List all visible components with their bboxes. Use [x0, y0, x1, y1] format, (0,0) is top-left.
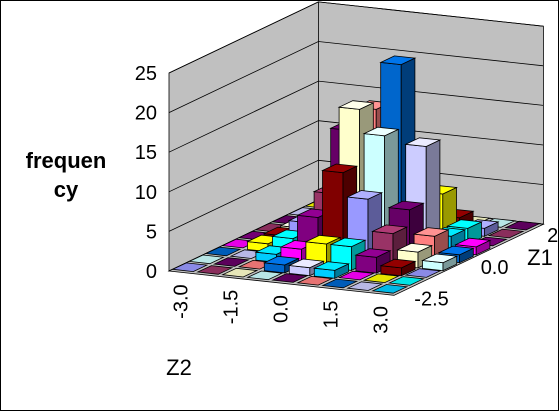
bar [312, 261, 350, 279]
bar-floor-tile [387, 276, 425, 286]
chart-tick-labels: 0 5 10 15 20 25 -3.0 -1.5 0.0 1.5 3.0 -2.5 0.0 2.5 [135, 63, 558, 334]
bar-floor-tile [196, 265, 234, 275]
bar-floor-tile [321, 278, 359, 289]
bar [271, 273, 309, 283]
bar-top-face [437, 245, 475, 256]
bar-floor-tile [271, 273, 309, 283]
z2-tick-label: -3.0 [171, 284, 193, 318]
bar-floor-tile [296, 275, 334, 286]
bar-floor-tile [337, 270, 375, 281]
z2-tick-label: 3.0 [371, 306, 393, 334]
z1-tick-label: 0.0 [481, 257, 509, 279]
z-tick-label: 10 [135, 182, 157, 204]
bar-top-face [371, 224, 409, 235]
bar-front-face [355, 254, 377, 274]
bar-top-face [287, 258, 325, 269]
bar [246, 270, 284, 281]
bar-floor-tile [187, 254, 225, 265]
bar-floor-tile [204, 246, 242, 257]
bar [321, 278, 359, 289]
z-axis-title-line-2: cy [54, 177, 79, 202]
bar-floor-tile [346, 281, 384, 291]
bar-floor-tile [487, 228, 525, 239]
z2-tick-label: 1.5 [321, 301, 343, 329]
bar [204, 246, 242, 257]
bar [362, 273, 400, 284]
chart-bars [171, 55, 542, 294]
bar-top-face [412, 227, 450, 237]
x-axis-title: Z2 [166, 355, 192, 380]
bar [404, 268, 442, 278]
bar-floor-tile [362, 273, 400, 284]
z2-tick-label: -1.5 [221, 290, 243, 324]
bar-top-face [337, 100, 375, 110]
bar [187, 254, 225, 265]
bar-top-face [379, 258, 417, 269]
bar [421, 253, 459, 272]
bar-floor-tile [221, 267, 259, 278]
z-tick-label: 0 [146, 261, 157, 283]
bar-floor-tile [212, 257, 250, 267]
bar-top-face [404, 137, 442, 147]
gridline [168, 41, 544, 113]
bar [504, 220, 542, 231]
bar [196, 265, 234, 275]
bar-top-face [321, 163, 359, 174]
bar-top-face [354, 248, 392, 258]
z1-tick-label: -2.5 [414, 288, 448, 310]
bar [296, 275, 334, 286]
z-tick-label: 5 [146, 221, 157, 243]
bar [221, 267, 259, 278]
gridline [168, 80, 544, 153]
bar-top-face [346, 190, 384, 200]
z1-tick-label: 2.5 [547, 225, 558, 247]
bar [346, 281, 384, 291]
gridline [168, 120, 544, 193]
bar-top-face [304, 234, 342, 245]
bar-top-face [445, 219, 483, 229]
bar [379, 258, 417, 277]
bar-floor-tile [371, 284, 409, 294]
z-tick-label: 25 [135, 63, 157, 85]
bar-top-face [396, 242, 434, 253]
bar-top-face [329, 237, 367, 248]
bar [371, 284, 409, 294]
bar [387, 276, 425, 286]
bar-top-face [421, 253, 459, 264]
z-tick-label: 20 [135, 103, 157, 125]
bar-top-face [262, 255, 300, 266]
bar [337, 270, 375, 281]
bar-floor-tile [504, 220, 542, 231]
bar-floor-tile [404, 268, 442, 278]
bar-floor-tile [246, 270, 284, 281]
bar-floor-tile [171, 262, 209, 273]
z2-tick-label: 0.0 [271, 295, 293, 323]
bar [212, 257, 250, 267]
bar [171, 262, 209, 273]
z-axis-title-line-1: frequen [26, 148, 107, 173]
gridline [168, 1, 544, 74]
bar-top-face [454, 237, 492, 248]
bar [487, 228, 525, 239]
z-tick-label: 15 [135, 142, 157, 164]
y-axis-title: Z1 [527, 245, 553, 270]
bar-top-face [379, 55, 417, 66]
gridline [168, 159, 544, 232]
bar-top-face [312, 261, 350, 271]
bar-top-face [362, 126, 400, 137]
bar-top-face [387, 200, 425, 211]
